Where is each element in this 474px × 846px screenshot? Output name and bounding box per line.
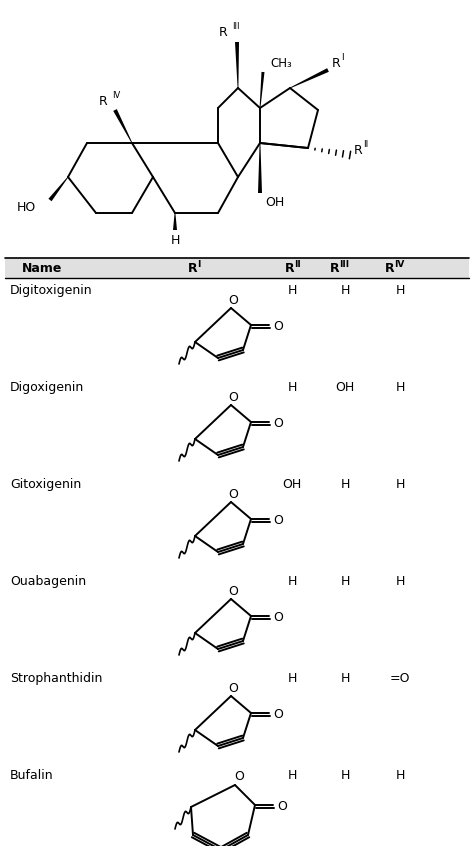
Text: Digitoxigenin: Digitoxigenin <box>10 283 92 296</box>
Polygon shape <box>173 213 177 230</box>
Text: R: R <box>285 261 295 274</box>
Text: O: O <box>277 799 287 812</box>
Text: R: R <box>330 261 340 274</box>
Text: HO: HO <box>17 201 36 213</box>
Text: H: H <box>340 672 350 684</box>
Polygon shape <box>113 109 132 143</box>
Text: O: O <box>273 707 283 721</box>
Text: O: O <box>228 294 238 306</box>
Polygon shape <box>48 177 68 201</box>
Text: III: III <box>232 21 239 30</box>
Text: O: O <box>228 487 238 501</box>
Text: Digoxigenin: Digoxigenin <box>10 381 84 393</box>
Text: OH: OH <box>336 381 355 393</box>
Text: III: III <box>339 260 349 268</box>
Text: IV: IV <box>112 91 120 100</box>
Text: Gitoxigenin: Gitoxigenin <box>10 477 81 491</box>
Text: =O: =O <box>390 672 410 684</box>
Text: R: R <box>99 95 108 107</box>
Text: H: H <box>287 381 297 393</box>
Text: I: I <box>197 260 201 268</box>
Text: H: H <box>340 477 350 491</box>
Text: H: H <box>170 233 180 246</box>
Bar <box>5 258 469 278</box>
Text: O: O <box>273 416 283 430</box>
Text: OH: OH <box>283 477 301 491</box>
Polygon shape <box>258 143 262 193</box>
Text: R: R <box>219 25 228 39</box>
Polygon shape <box>235 42 239 88</box>
Text: H: H <box>340 574 350 587</box>
Text: R: R <box>385 261 395 274</box>
Text: O: O <box>234 770 244 783</box>
Text: H: H <box>340 283 350 296</box>
Text: O: O <box>228 682 238 695</box>
Text: OH: OH <box>265 195 284 208</box>
Text: O: O <box>228 585 238 597</box>
Text: H: H <box>395 381 405 393</box>
Text: H: H <box>395 768 405 782</box>
Text: O: O <box>273 514 283 526</box>
Text: H: H <box>395 574 405 587</box>
Text: R: R <box>354 144 363 157</box>
Text: Ouabagenin: Ouabagenin <box>10 574 86 587</box>
Polygon shape <box>290 69 329 88</box>
Text: II: II <box>294 260 301 268</box>
Text: R: R <box>332 57 341 69</box>
Text: H: H <box>340 768 350 782</box>
Text: Strophanthidin: Strophanthidin <box>10 672 102 684</box>
Text: H: H <box>287 574 297 587</box>
Polygon shape <box>260 72 264 108</box>
Text: H: H <box>395 283 405 296</box>
Text: I: I <box>341 52 344 62</box>
Text: R: R <box>188 261 198 274</box>
Text: II: II <box>363 140 368 149</box>
Text: H: H <box>287 283 297 296</box>
Text: H: H <box>287 672 297 684</box>
Text: IV: IV <box>394 260 404 268</box>
Text: CH₃: CH₃ <box>270 57 292 69</box>
Text: H: H <box>395 477 405 491</box>
Text: H: H <box>287 768 297 782</box>
Text: Name: Name <box>22 261 63 274</box>
Text: O: O <box>273 611 283 624</box>
Text: O: O <box>273 320 283 332</box>
Text: O: O <box>228 391 238 404</box>
Text: Bufalin: Bufalin <box>10 768 54 782</box>
